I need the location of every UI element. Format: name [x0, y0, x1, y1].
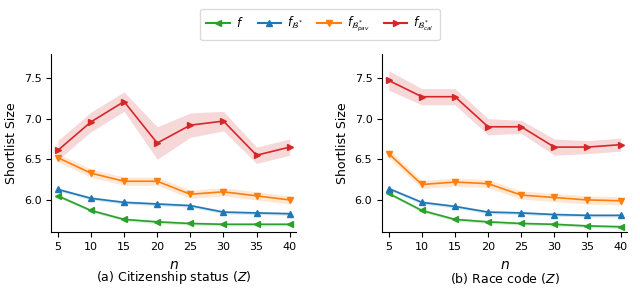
X-axis label: $n$: $n$ [500, 258, 509, 272]
X-axis label: $n$: $n$ [169, 258, 179, 272]
Y-axis label: Shortlist Size: Shortlist Size [336, 102, 349, 184]
Text: (a) Citizenship status $(Z)$: (a) Citizenship status $(Z)$ [96, 269, 252, 286]
Text: (b) Race code $(Z)$: (b) Race code $(Z)$ [450, 271, 559, 286]
Legend: $f$, $f_{\mathcal{B}^*}$, $f_{\mathcal{B}^*_{pav}}$, $f_{\mathcal{B}^*_{cal}}$: $f$, $f_{\mathcal{B}^*}$, $f_{\mathcal{B… [200, 9, 440, 40]
Y-axis label: Shortlist Size: Shortlist Size [5, 102, 18, 184]
